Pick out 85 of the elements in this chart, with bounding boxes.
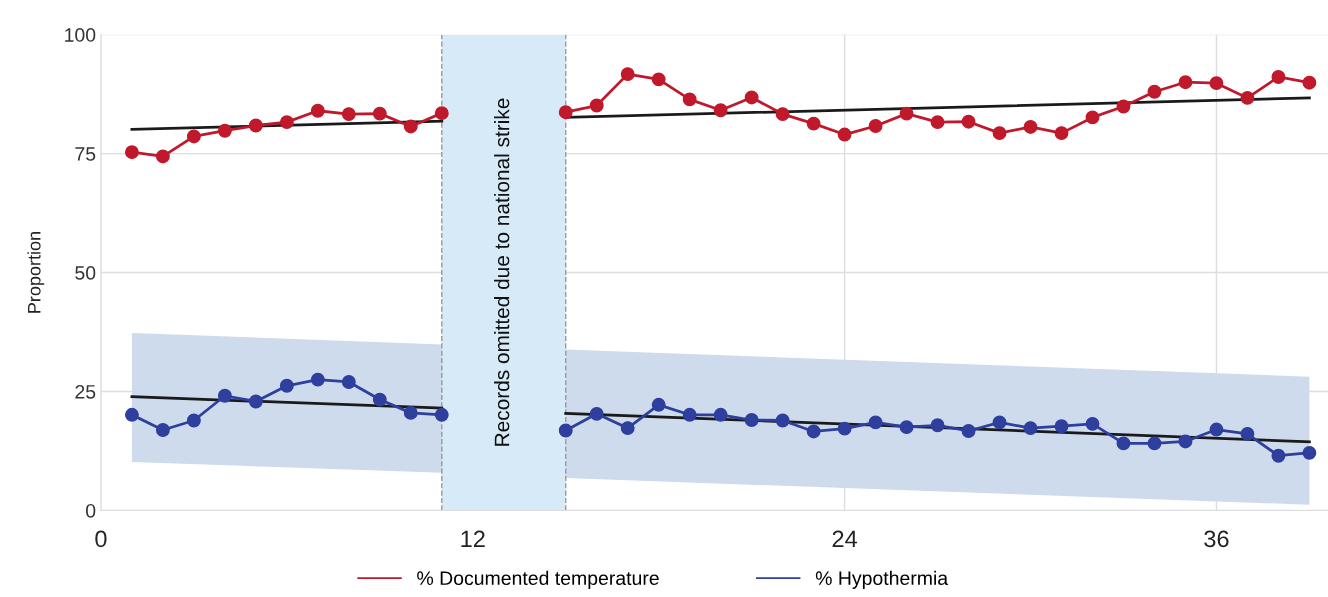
point [744, 413, 759, 427]
point [620, 421, 635, 436]
y-axis-title: Proportion [27, 232, 45, 313]
point [1085, 416, 1100, 431]
point [899, 420, 914, 435]
point [1178, 434, 1193, 449]
point [310, 103, 325, 118]
point [589, 98, 604, 113]
y-tick-label: 25 [75, 384, 96, 399]
point [1147, 436, 1162, 451]
point [1147, 84, 1162, 99]
point [248, 394, 263, 409]
point [1023, 421, 1038, 436]
point [341, 107, 356, 122]
point [124, 407, 139, 422]
point [1116, 99, 1131, 114]
point [1085, 110, 1100, 125]
point [1240, 90, 1255, 105]
point [1209, 422, 1224, 437]
point [1023, 119, 1038, 134]
point [217, 388, 232, 403]
point [434, 106, 449, 121]
point [775, 107, 790, 122]
legend-label: % Hypothermia [815, 570, 949, 589]
point [403, 119, 418, 134]
point [186, 129, 201, 144]
point [217, 123, 232, 138]
point [775, 413, 790, 428]
point [899, 106, 914, 121]
point [961, 114, 976, 129]
x-tick-label: 12 [461, 530, 485, 547]
point [186, 413, 201, 428]
point [806, 116, 821, 131]
y-tick-label: 0 [86, 503, 96, 518]
point [1271, 70, 1286, 84]
point [806, 424, 821, 439]
y-tick-label: 100 [65, 28, 96, 42]
point [992, 126, 1007, 141]
point [248, 118, 263, 133]
point [651, 72, 666, 87]
point [279, 378, 294, 393]
point [868, 415, 883, 430]
point [713, 103, 728, 118]
point [310, 372, 325, 387]
point [403, 405, 418, 420]
x-tick-label: 24 [832, 530, 858, 547]
point [992, 415, 1007, 430]
point [961, 424, 976, 438]
point [155, 423, 170, 437]
point [155, 149, 170, 164]
y-tick-label: 50 [75, 266, 96, 280]
point [279, 115, 294, 130]
point [1271, 448, 1286, 463]
point [930, 418, 945, 433]
band-label: Records omitted due to national strike [494, 98, 510, 446]
point [744, 90, 759, 105]
point [372, 392, 387, 407]
point [837, 127, 852, 142]
point [868, 119, 883, 133]
point [682, 407, 697, 422]
x-tick-label: 36 [1204, 530, 1229, 548]
point [1178, 75, 1193, 90]
y-tick-label: 75 [75, 147, 96, 161]
point [651, 397, 666, 412]
point [1302, 75, 1317, 90]
point [589, 406, 604, 421]
point [620, 67, 635, 82]
point [713, 407, 728, 422]
point [1240, 426, 1255, 441]
point [124, 145, 139, 160]
point [372, 106, 387, 121]
point [1302, 445, 1317, 460]
point [930, 115, 945, 130]
legend-label: % Documented temperature [417, 570, 659, 589]
point [837, 421, 852, 436]
point [558, 423, 573, 438]
point [341, 375, 356, 389]
point [558, 105, 573, 120]
point [1116, 436, 1131, 451]
point [1054, 419, 1069, 434]
point [434, 407, 449, 422]
point [682, 92, 697, 107]
point [1209, 76, 1224, 91]
x-tick-label: 0 [95, 530, 107, 548]
point [1054, 126, 1069, 141]
